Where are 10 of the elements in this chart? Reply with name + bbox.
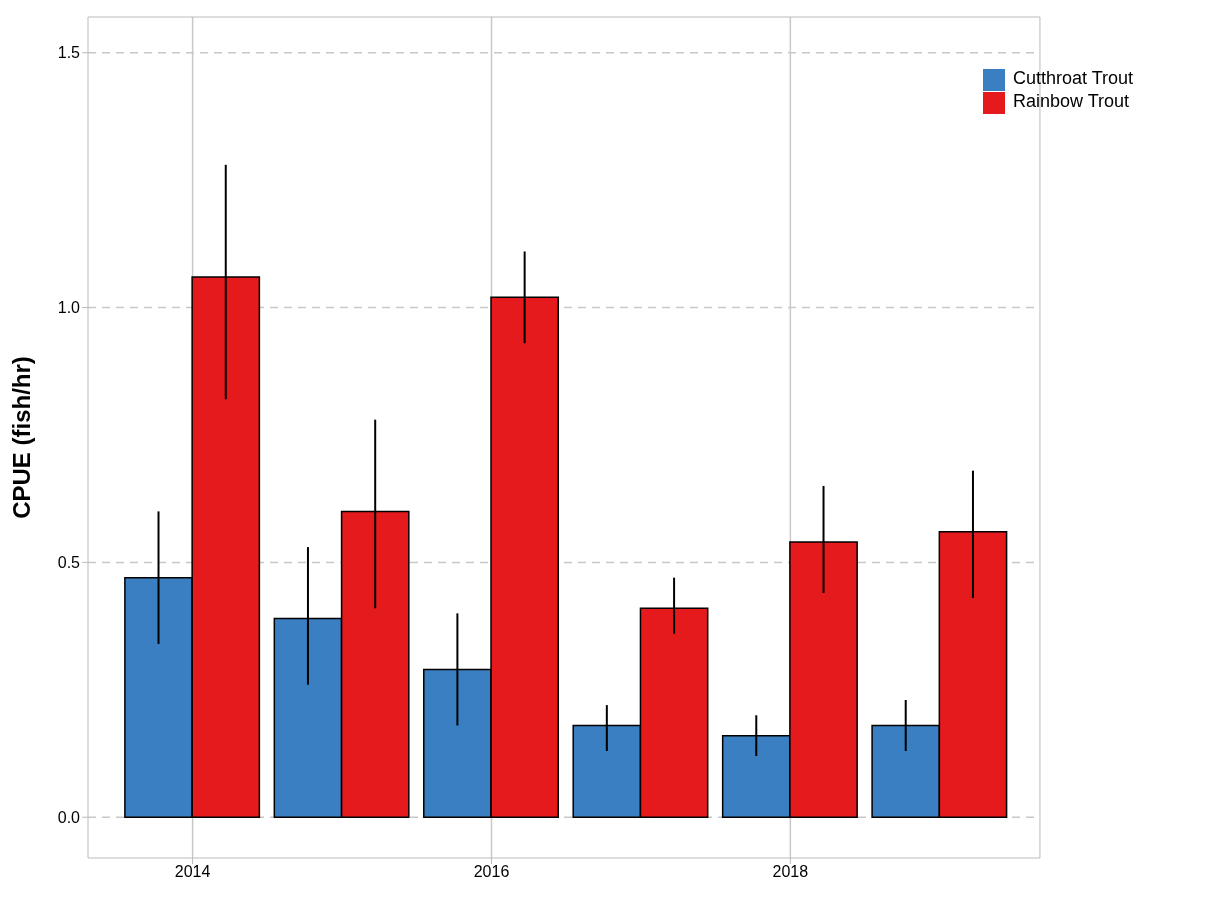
y-tick-label: 0.0 (57, 808, 81, 826)
x-tick-label: 2016 (473, 863, 510, 881)
legend-label: Cutthroat Trout (1012, 68, 1133, 88)
x-tick-label: 2014 (174, 863, 211, 881)
y-tick-label: 0.5 (57, 554, 81, 572)
y-axis-title: CPUE (fish/hr) (7, 356, 35, 519)
y-tick-label: 1.0 (57, 299, 81, 317)
x-tick-label: 2018 (772, 863, 809, 881)
y-tick-label: 1.5 (57, 44, 81, 62)
legend-label: Rainbow Trout (1012, 90, 1129, 111)
